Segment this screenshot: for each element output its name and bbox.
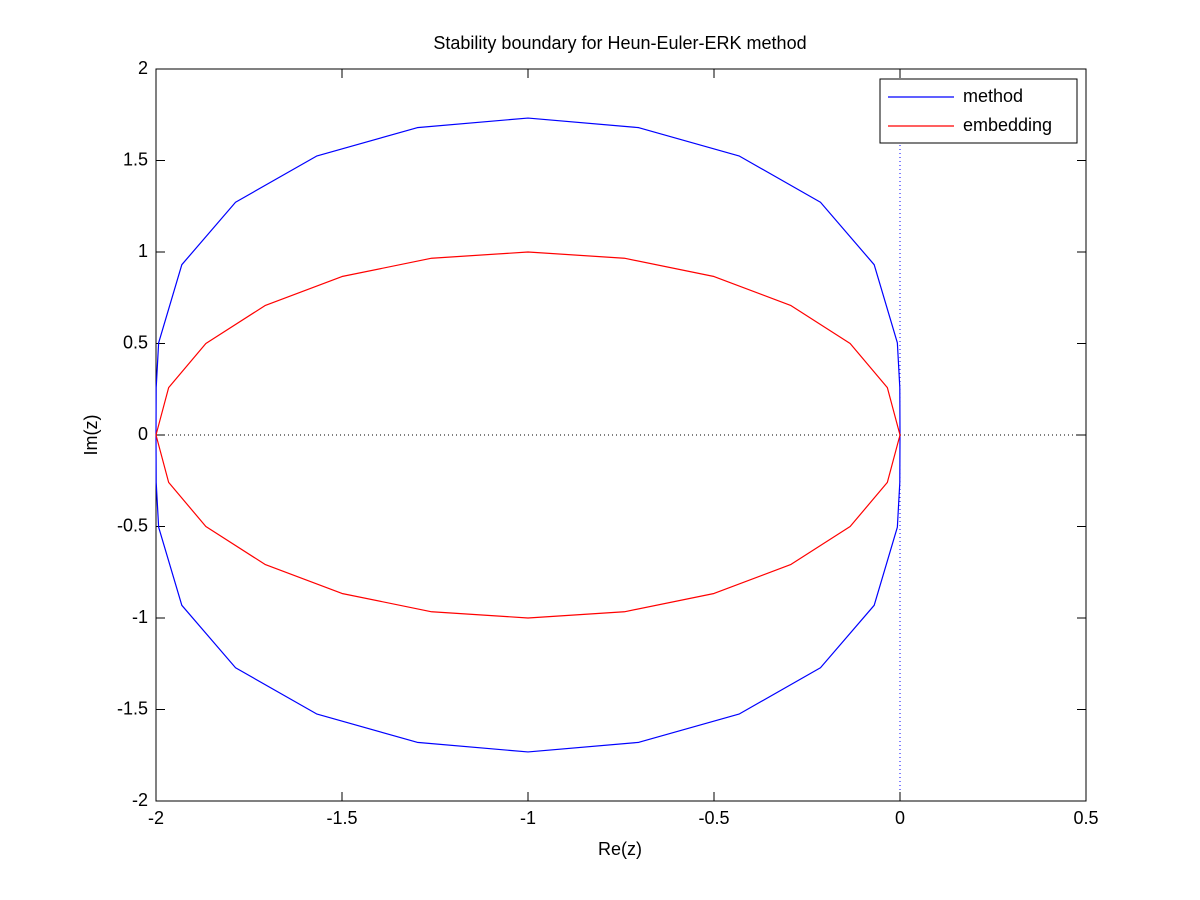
series-line — [155, 251, 901, 619]
y-tick-label: -2 — [132, 790, 148, 810]
y-axis-label: Im(z) — [81, 415, 101, 456]
y-tick-label: -1.5 — [117, 698, 148, 718]
chart-title: Stability boundary for Heun-Euler-ERK me… — [433, 33, 806, 53]
y-tick-label: 1 — [138, 241, 148, 261]
legend-box — [879, 78, 1078, 144]
y-tick-label: 0.5 — [123, 332, 148, 352]
legend-label: embedding — [963, 115, 1052, 135]
x-tick-label: -1 — [520, 808, 536, 828]
y-tick-label: 0 — [138, 424, 148, 444]
y-tick-label: -0.5 — [117, 515, 148, 535]
x-tick-label: -0.5 — [698, 808, 729, 828]
legend-label: method — [963, 86, 1023, 106]
y-tick-label: 1.5 — [123, 149, 148, 169]
x-tick-label: -2 — [148, 808, 164, 828]
x-tick-label: -1.5 — [326, 808, 357, 828]
x-tick-label: 0.5 — [1073, 808, 1098, 828]
y-tick-label: -1 — [132, 607, 148, 627]
x-tick-label: 0 — [895, 808, 905, 828]
y-tick-label: 2 — [138, 58, 148, 78]
x-axis-label: Re(z) — [598, 839, 642, 859]
